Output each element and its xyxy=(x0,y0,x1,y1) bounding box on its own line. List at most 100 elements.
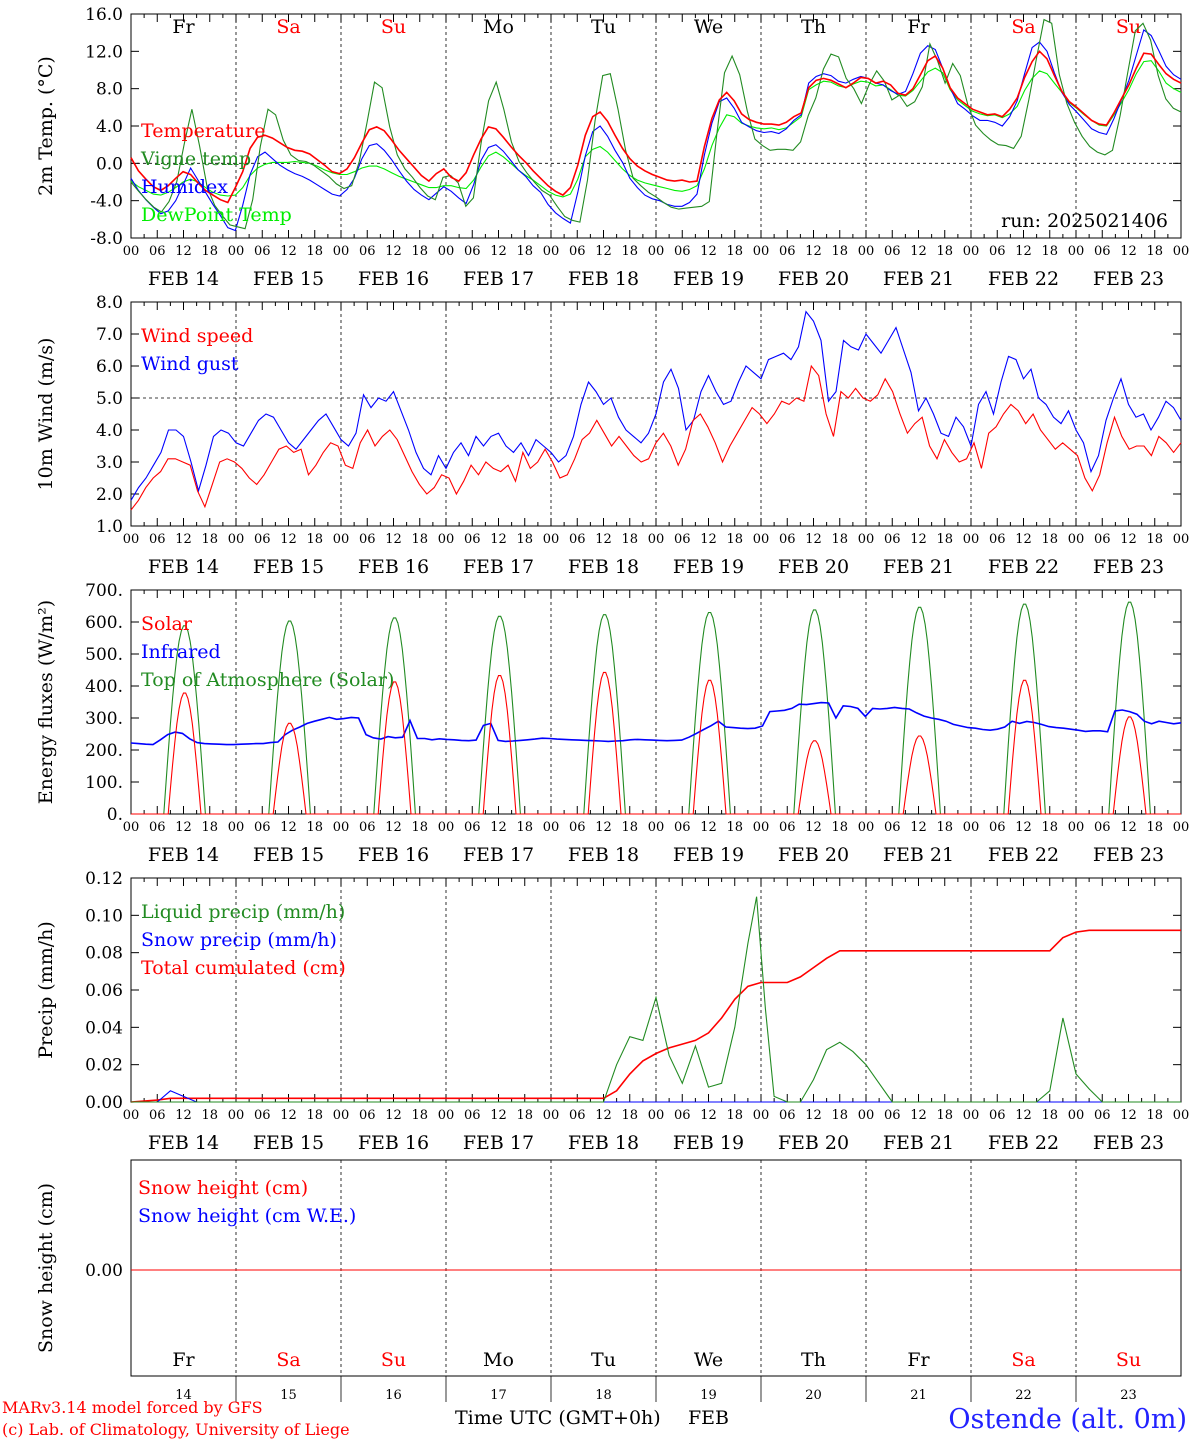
legend-entry: Wind gust xyxy=(141,353,239,375)
hour-label: 00 xyxy=(333,820,350,835)
weekday-label: Mo xyxy=(483,1349,514,1371)
hour-label: 12 xyxy=(1120,820,1137,835)
legend-entry: DewPoint Temp xyxy=(141,204,292,226)
weekday-label: Mo xyxy=(483,16,514,38)
hour-label: 18 xyxy=(306,532,323,547)
hour-label: 12 xyxy=(910,244,927,259)
hour-label: 18 xyxy=(726,532,743,547)
legend-entry: Liquid precip (mm/h) xyxy=(141,901,345,923)
date-label: FEB 14 xyxy=(148,844,219,866)
hour-label: 00 xyxy=(228,1108,245,1123)
date-label: FEB 17 xyxy=(463,844,534,866)
hour-label: 12 xyxy=(175,532,192,547)
hour-label: 12 xyxy=(805,532,822,547)
date-label: FEB 18 xyxy=(568,844,639,866)
legend-entry: Temperature xyxy=(141,120,265,142)
weekday-label: Fr xyxy=(907,16,930,38)
hour-label: 18 xyxy=(201,820,218,835)
hour-label: 12 xyxy=(385,532,402,547)
weekday-label: We xyxy=(694,16,723,38)
day-number: 21 xyxy=(910,1388,927,1403)
panel-precip: 00 06 12 18 00 06 12 18 00 06 12 18 00 06 12 18 00 06 12 18… xyxy=(35,869,1189,1154)
hour-label: 00 xyxy=(648,820,665,835)
hour-label: 06 xyxy=(884,244,901,259)
hour-label: 00 xyxy=(1068,1108,1085,1123)
hour-label: 00 xyxy=(123,532,140,547)
weekday-label: Fr xyxy=(172,1349,195,1371)
date-label: FEB 17 xyxy=(463,268,534,290)
hour-label: 18 xyxy=(306,244,323,259)
hour-label: 00 xyxy=(228,820,245,835)
date-label: FEB 19 xyxy=(673,268,744,290)
y-tick-label: 0.00 xyxy=(85,1261,123,1281)
hour-label: 06 xyxy=(149,244,166,259)
legend-entry: Snow precip (mm/h) xyxy=(141,929,337,951)
hour-label: 12 xyxy=(700,1108,717,1123)
hour-label: 00 xyxy=(438,1108,455,1123)
hour-label: 12 xyxy=(805,244,822,259)
hour-label: 06 xyxy=(464,1108,481,1123)
y-tick-label: -8.0 xyxy=(90,229,123,249)
y-tick-label: 7.0 xyxy=(96,325,123,345)
date-label: FEB 22 xyxy=(988,844,1059,866)
hour-label: 18 xyxy=(1041,1108,1058,1123)
hour-label: 00 xyxy=(963,1108,980,1123)
hour-label: 00 xyxy=(1068,244,1085,259)
hour-label: 00 xyxy=(858,820,875,835)
weekday-label: Tu xyxy=(591,16,616,38)
day-number: 16 xyxy=(385,1388,402,1403)
hour-label: 00 xyxy=(963,244,980,259)
hour-label: 00 xyxy=(1068,820,1085,835)
series-line-wind-speed xyxy=(130,364,1182,511)
weekday-label: Fr xyxy=(172,16,195,38)
panels: 00 06 12 18 00 06 12 18 00 06 12 18 00 06 12 18 00 06 12 18… xyxy=(35,5,1189,1403)
series-line-liquid-precip-mm-h- xyxy=(131,896,1181,1103)
date-label: FEB 23 xyxy=(1093,844,1164,866)
date-label: FEB 21 xyxy=(883,268,954,290)
hour-label: 12 xyxy=(700,532,717,547)
series-line-infrared xyxy=(130,701,1182,746)
y-tick-label: 4.0 xyxy=(96,117,123,137)
hour-label: 12 xyxy=(490,532,507,547)
panel-wind: 00 06 12 18 00 06 12 18 00 06 12 18 00 06 12 18 00 06 12 18… xyxy=(35,293,1189,578)
date-label: FEB 21 xyxy=(883,556,954,578)
hour-label: 00 xyxy=(333,1108,350,1123)
legend-entry: Snow height (cm W.E.) xyxy=(138,1205,356,1227)
hour-label: 06 xyxy=(569,532,586,547)
hour-label: 18 xyxy=(621,244,638,259)
series-line-vigne-temp xyxy=(130,18,1182,230)
hour-label: 00 xyxy=(1068,532,1085,547)
model-credit: MARv3.14 model forced by GFS xyxy=(2,1398,263,1417)
hour-label: 00 xyxy=(543,244,560,259)
weekday-label: We xyxy=(694,1349,723,1371)
hour-label: 12 xyxy=(175,820,192,835)
y-tick-label: 4.0 xyxy=(96,421,123,441)
x-axis-title: Time UTC (GMT+0h) xyxy=(455,1407,661,1429)
hour-label: 06 xyxy=(254,244,271,259)
hour-label: 00 xyxy=(648,244,665,259)
hour-label: 00 xyxy=(858,1108,875,1123)
weekday-label: Tu xyxy=(591,1349,616,1371)
date-label: FEB 17 xyxy=(463,556,534,578)
hour-label: 00 xyxy=(753,244,770,259)
y-tick-label: 100. xyxy=(85,773,123,793)
hour-label: 06 xyxy=(254,820,271,835)
hour-label: 06 xyxy=(149,820,166,835)
hour-label: 00 xyxy=(333,244,350,259)
weekday-label: Su xyxy=(381,16,406,38)
hour-label: 00 xyxy=(543,1108,560,1123)
hour-label: 06 xyxy=(359,1108,376,1123)
y-tick-label: 0. xyxy=(107,805,123,825)
date-label: FEB 14 xyxy=(148,556,219,578)
hour-label: 18 xyxy=(621,1108,638,1123)
y-tick-label: 1.0 xyxy=(96,517,123,537)
series-line-solar xyxy=(131,671,1181,815)
legend-entry: Total cumulated (cm) xyxy=(141,957,346,979)
hour-label: 00 xyxy=(543,532,560,547)
hour-label: 06 xyxy=(674,532,691,547)
y-tick-label: 0.00 xyxy=(85,1093,123,1113)
legend-entry: Top of Atmosphere (Solar) xyxy=(141,669,394,691)
y-tick-label: -4.0 xyxy=(90,192,123,212)
day-number: 15 xyxy=(280,1388,297,1403)
y-tick-label: 5.0 xyxy=(96,389,123,409)
